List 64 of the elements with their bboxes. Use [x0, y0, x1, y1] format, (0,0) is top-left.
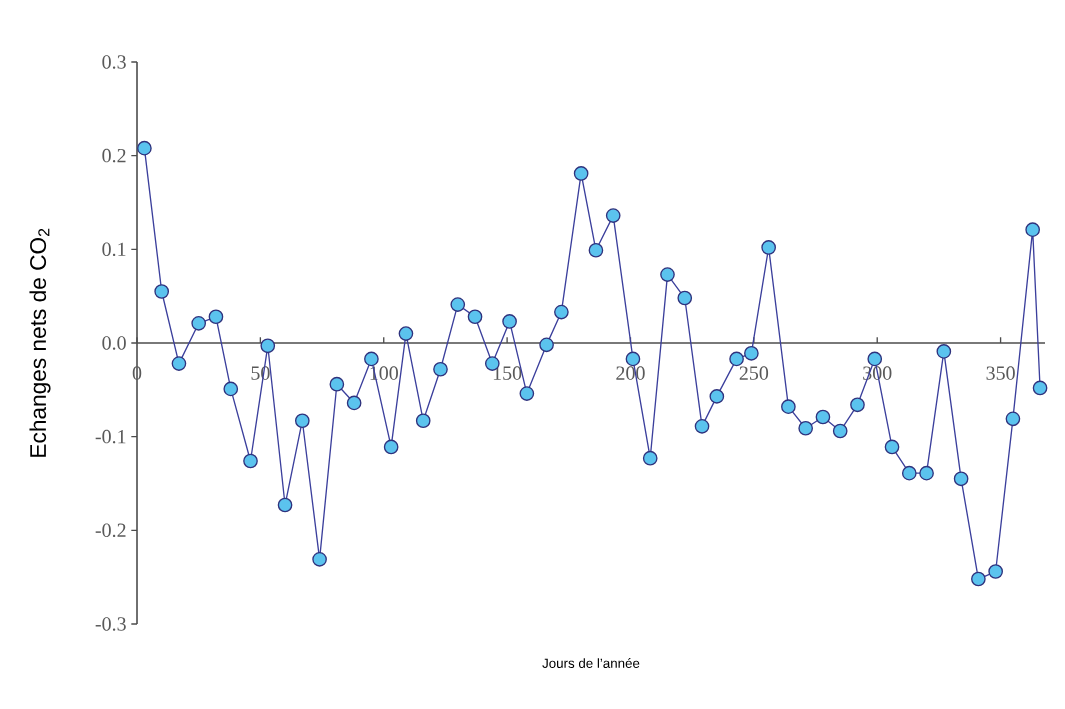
- point: [346, 395, 362, 411]
- y-tick-label: -0.1: [95, 429, 126, 444]
- point: [761, 240, 776, 255]
- point: [832, 423, 848, 439]
- point: [850, 397, 865, 413]
- point: [191, 315, 207, 331]
- point: [588, 242, 604, 258]
- point: [137, 140, 152, 156]
- point: [223, 381, 239, 397]
- point: [798, 420, 813, 436]
- point: [867, 351, 883, 367]
- point: [815, 409, 831, 425]
- point: [971, 571, 986, 587]
- point: [171, 356, 187, 371]
- point: [988, 564, 1003, 579]
- point: [539, 337, 554, 353]
- point: [573, 166, 589, 181]
- point: [677, 290, 693, 306]
- x-tick-label: 150: [493, 366, 522, 380]
- y-tick-label: 0.0: [102, 336, 126, 350]
- y-tick-label: -0.3: [95, 617, 126, 631]
- point: [660, 267, 675, 282]
- point: [1032, 380, 1048, 396]
- point: [519, 386, 535, 401]
- point: [781, 399, 796, 415]
- point: [901, 465, 917, 481]
- x-tick-label: 350: [986, 366, 1015, 380]
- point: [919, 465, 934, 481]
- y-axis-title: Echanges nets de CO$_{2}$: [29, 228, 51, 457]
- y-tick-label: 0.3: [102, 55, 126, 69]
- point: [450, 297, 466, 312]
- point: [260, 338, 276, 354]
- point: [554, 304, 569, 320]
- x-axis-title: Jours de l’année: [542, 658, 640, 668]
- point: [208, 309, 224, 325]
- x-tick-label: 250: [739, 366, 769, 380]
- point: [694, 419, 710, 434]
- point: [953, 471, 969, 487]
- point: [398, 326, 414, 341]
- point: [729, 351, 744, 367]
- point: [642, 450, 658, 466]
- point: [312, 552, 327, 567]
- y-tick-label: 0.1: [102, 242, 126, 257]
- y-tick-label: -0.2: [95, 523, 126, 538]
- point: [625, 351, 641, 367]
- point: [605, 208, 621, 223]
- point: [1005, 411, 1021, 427]
- point: [709, 389, 725, 404]
- point: [364, 351, 379, 367]
- point: [294, 413, 310, 429]
- point: [884, 439, 900, 455]
- point: [1025, 222, 1040, 237]
- point: [502, 314, 517, 329]
- point: [936, 344, 952, 359]
- point: [329, 376, 345, 392]
- point: [277, 497, 293, 513]
- point: [433, 361, 448, 377]
- point: [383, 439, 399, 455]
- point: [154, 284, 170, 299]
- point: [744, 345, 759, 361]
- point: [243, 453, 258, 469]
- y-tick-label: 0.2: [102, 148, 126, 163]
- point: [467, 309, 483, 325]
- point: [415, 413, 431, 429]
